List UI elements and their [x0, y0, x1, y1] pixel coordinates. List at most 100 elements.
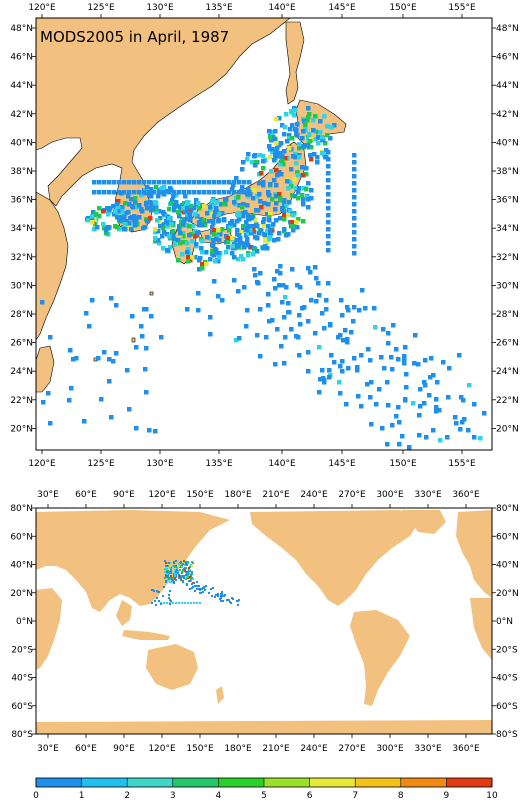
- lon-tick-label: 125°E: [87, 459, 115, 469]
- observation-cell: [176, 569, 178, 571]
- observation-cell: [133, 223, 138, 228]
- observation-cell: [226, 599, 228, 601]
- observation-cell: [187, 571, 189, 573]
- observation-cell: [170, 570, 172, 572]
- observation-cell: [294, 186, 299, 191]
- observation-cell: [369, 380, 374, 385]
- observation-cell: [207, 190, 212, 195]
- observation-cell: [326, 157, 331, 162]
- colorbar: 0 1 2 3 4 5 6 7 8 9 10: [33, 777, 498, 801]
- lat-tick-label: 42°N: [10, 110, 33, 120]
- observation-cell: [164, 568, 166, 570]
- observation-cell: [196, 291, 201, 296]
- observation-cell: [275, 269, 280, 274]
- observation-cell: [122, 216, 127, 221]
- observation-cell: [214, 596, 216, 598]
- observation-cell: [313, 114, 318, 119]
- observation-cell: [139, 193, 144, 198]
- observation-cell: [137, 203, 142, 208]
- observation-cell: [157, 241, 162, 246]
- observation-cell: [174, 575, 176, 577]
- observation-cell: [428, 375, 433, 380]
- observation-cell: [407, 445, 412, 450]
- observation-cell: [153, 236, 158, 241]
- observation-cells-top: [40, 106, 487, 450]
- observation-cell: [284, 285, 289, 290]
- lon-tick-label: 180°E: [224, 490, 252, 500]
- observation-cell: [208, 315, 213, 320]
- observation-cell: [69, 386, 74, 391]
- observation-cell: [280, 159, 285, 164]
- observation-cell: [247, 190, 252, 195]
- observation-cell: [123, 222, 128, 227]
- observation-cell: [386, 403, 391, 408]
- lon-tick-label: 30°E: [37, 744, 59, 754]
- observation-cell: [263, 233, 268, 238]
- observation-cell: [228, 599, 230, 601]
- observation-cell: [153, 429, 158, 434]
- observation-cell: [332, 360, 337, 365]
- observation-cell: [282, 315, 287, 320]
- observation-cell: [279, 141, 284, 146]
- observation-cell: [107, 190, 112, 195]
- observation-cell: [156, 590, 158, 592]
- lon-tick-label: 180°E: [224, 744, 252, 754]
- observation-cell: [105, 206, 110, 211]
- observation-cell: [268, 182, 273, 187]
- observation-cell: [220, 211, 225, 216]
- observation-cell: [246, 187, 251, 192]
- lat-tick-label: 34°N: [496, 224, 519, 234]
- observation-cell: [255, 333, 260, 338]
- observation-cell: [237, 600, 239, 602]
- observation-cell: [352, 216, 357, 221]
- observation-cell: [222, 180, 227, 185]
- observation-cell: [111, 359, 116, 364]
- observation-cell: [380, 426, 385, 431]
- observation-cell: [164, 571, 166, 573]
- observation-cell: [363, 306, 368, 311]
- observation-cell: [184, 217, 189, 222]
- colorbar-segment: [264, 778, 310, 787]
- lat-tick-label: 32°N: [10, 253, 33, 263]
- observation-cell: [198, 256, 203, 261]
- observation-cell: [386, 341, 391, 346]
- observation-cell: [166, 576, 168, 578]
- observation-cell: [115, 215, 120, 220]
- observation-cell: [127, 202, 132, 207]
- colorbar-segment: [446, 778, 492, 787]
- observation-cell: [352, 230, 357, 235]
- observation-cell: [92, 180, 97, 185]
- observation-cell: [196, 581, 198, 583]
- observation-cell: [316, 135, 321, 140]
- observation-cell: [178, 565, 180, 567]
- observation-cell: [178, 577, 180, 579]
- observation-cell: [187, 180, 192, 185]
- observation-cell: [327, 368, 332, 373]
- observation-cell: [352, 223, 357, 228]
- observation-cell: [329, 125, 334, 130]
- observation-cell: [255, 280, 260, 285]
- observation-cell: [169, 590, 171, 592]
- observation-cell: [189, 588, 191, 590]
- observation-cell: [187, 190, 192, 195]
- observation-cell: [164, 219, 169, 224]
- observation-cell: [178, 563, 180, 565]
- observation-cell: [308, 153, 313, 158]
- observation-cell: [267, 237, 272, 242]
- observation-cell: [166, 568, 168, 570]
- observation-cell: [227, 228, 232, 233]
- observation-cell: [296, 217, 301, 222]
- colorbar-tick-label: 1: [79, 791, 85, 801]
- observation-cell: [95, 225, 100, 230]
- observation-cell: [158, 600, 160, 602]
- observation-cell: [148, 216, 153, 221]
- observation-cell: [204, 589, 206, 591]
- observation-cell: [286, 213, 291, 218]
- observation-cell: [220, 595, 222, 597]
- observation-cell: [268, 135, 273, 140]
- observation-cell: [147, 180, 152, 185]
- observation-cell: [244, 220, 249, 225]
- observation-cell: [305, 118, 310, 123]
- observation-cell: [102, 350, 107, 355]
- observation-cell: [397, 442, 402, 447]
